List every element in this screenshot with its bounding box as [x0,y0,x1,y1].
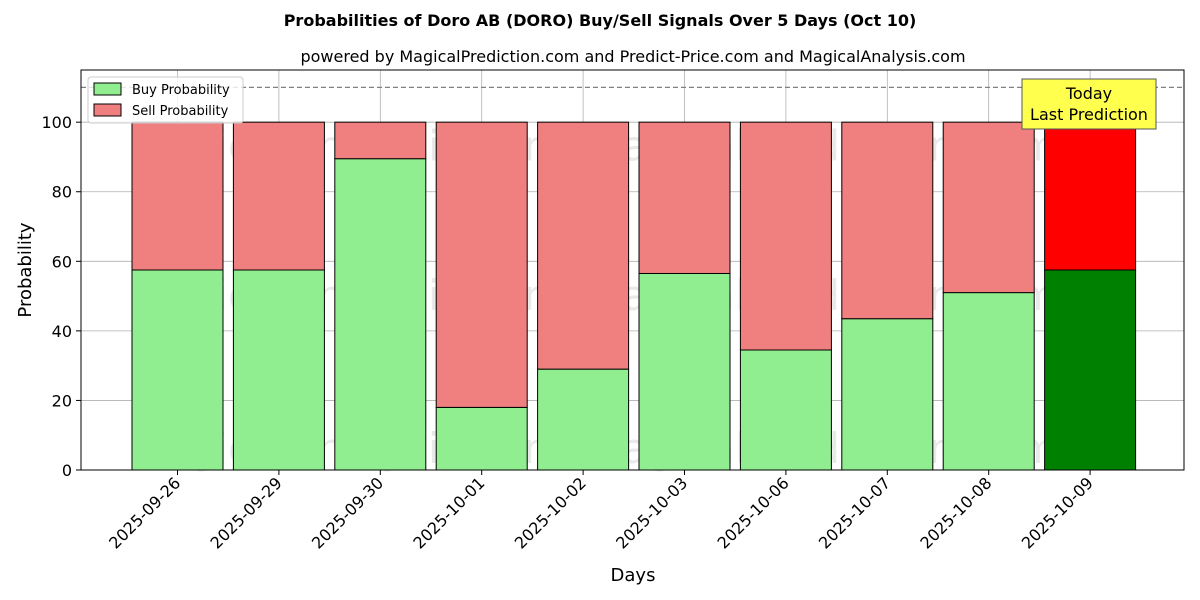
legend-label: Sell Probability [132,104,229,119]
buy-bar [841,318,934,471]
sell-bar [638,121,731,274]
x-tick-label: 2025-09-30 [308,473,387,552]
y-axis-label: Probability [15,222,36,317]
annotation-text: Today [1065,84,1112,103]
x-tick-label: 2025-10-03 [612,473,691,552]
legend: Buy Probability Sell Probability [87,76,244,124]
sell-bar [537,121,630,370]
sell-bar [232,121,325,271]
bars [131,121,1137,471]
buy-bar [131,269,224,471]
sell-bar [131,121,224,271]
y-tick-label: 100 [41,113,72,132]
buy-bar [638,272,731,471]
sell-bar [435,121,528,408]
x-axis-label: Days [611,565,656,586]
sell-bar [334,121,427,160]
x-tick-label: 2025-10-01 [409,473,488,552]
legend-swatch [93,103,122,117]
x-tick-label: 2025-10-09 [1018,473,1097,552]
buy-bar [942,292,1035,471]
x-tick-label: 2025-09-29 [207,473,286,552]
buy-bar [232,269,325,471]
x-tick-label: 2025-10-08 [916,473,995,552]
buy-bar [1044,269,1137,471]
buy-bar [537,368,630,471]
sell-bar [942,121,1035,294]
x-tick-label: 2025-10-06 [714,473,793,552]
legend-label: Buy Probability [132,83,230,98]
x-tick-label: 2025-10-07 [815,473,894,552]
plot-frame [80,69,1185,471]
y-axis: 0 20 40 60 80 100 [41,113,81,480]
buy-bar [739,349,832,471]
y-tick-label: 80 [52,183,72,202]
sell-bar [739,121,832,351]
y-tick-label: 20 [52,391,72,410]
sell-bar [841,121,934,320]
legend-swatch [93,82,122,96]
chart-title: Probabilities of Doro AB (DORO) Buy/Sell… [284,11,917,30]
annotation-box [1021,78,1157,130]
x-axis: 2025-09-26 2025-09-29 2025-09-30 2025-10-01… [105,470,1097,553]
sell-bar [1044,121,1137,271]
today-annotation: Today Last Prediction [1021,78,1157,130]
y-tick-label: 40 [52,322,72,341]
annotation-text: Last Prediction [1030,105,1148,124]
chart-subtitle: powered by MagicalPrediction.com and Pre… [300,47,965,66]
buy-bar [334,158,427,471]
x-tick-label: 2025-10-02 [511,473,590,552]
x-tick-label: 2025-09-26 [105,473,184,552]
y-tick-label: 60 [52,252,72,271]
buy-bar [435,406,528,471]
y-tick-label: 0 [62,461,72,480]
legend-box [87,76,244,124]
